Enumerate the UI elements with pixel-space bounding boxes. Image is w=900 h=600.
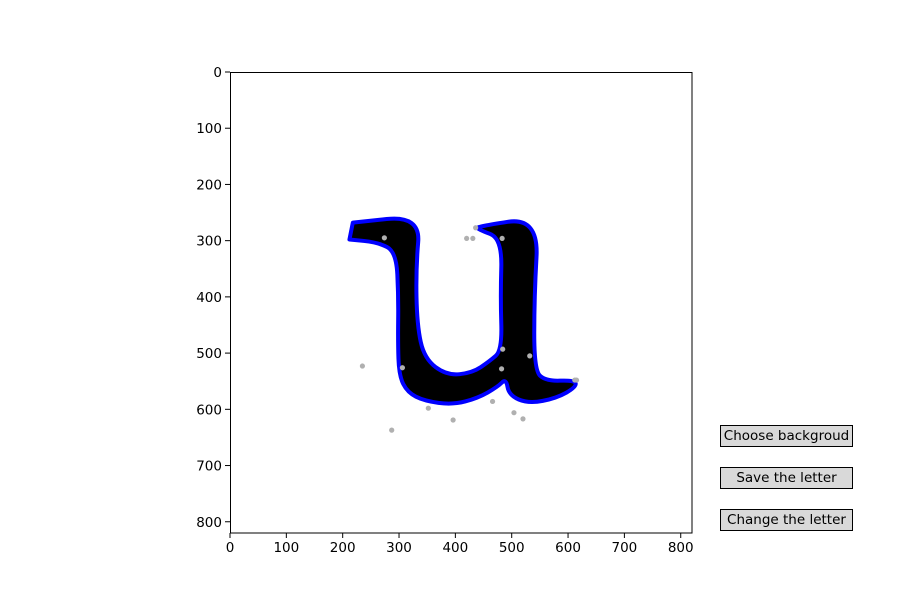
control-point[interactable] [470, 235, 476, 242]
y-tick-label: 0 [213, 65, 222, 81]
control-point[interactable] [500, 346, 506, 352]
control-point[interactable] [464, 235, 470, 242]
plot-frame [230, 72, 693, 534]
y-tick-label: 500 [196, 346, 222, 362]
control-point[interactable] [498, 366, 505, 372]
y-tick-label: 700 [196, 459, 222, 475]
x-tick-label: 600 [555, 540, 581, 556]
x-tick-label: 400 [442, 540, 468, 556]
y-tick-label: 100 [196, 121, 222, 137]
control-point[interactable] [520, 416, 526, 422]
x-axis: 0 100 200 300 400 500 600 700 800 [226, 533, 694, 556]
letter-glyph-outline[interactable] [347, 216, 578, 406]
y-tick-label: 600 [196, 402, 222, 418]
control-point[interactable] [499, 235, 505, 242]
control-point[interactable] [381, 235, 387, 241]
x-tick-label: 800 [668, 540, 694, 556]
control-point[interactable] [489, 398, 496, 405]
control-point[interactable] [359, 363, 366, 369]
choose-background-button[interactable]: Choose backgroud [720, 425, 853, 447]
x-tick-label: 300 [386, 540, 412, 556]
control-point[interactable] [425, 405, 431, 411]
control-point[interactable] [511, 410, 517, 416]
y-tick-label: 300 [196, 234, 222, 250]
x-tick-label: 100 [273, 540, 299, 556]
y-axis: 0 100 200 300 400 500 600 700 800 [196, 65, 230, 531]
x-tick-label: 500 [499, 540, 525, 556]
x-tick-label: 200 [330, 540, 356, 556]
y-tick-label: 800 [196, 515, 222, 531]
control-point[interactable] [399, 365, 406, 371]
control-point[interactable] [473, 225, 479, 231]
control-point[interactable] [450, 417, 456, 423]
change-letter-button[interactable]: Change the letter [720, 509, 853, 531]
y-tick-label: 200 [196, 177, 222, 193]
control-point[interactable] [389, 427, 395, 433]
x-tick-label: 700 [611, 540, 637, 556]
x-tick-label: 0 [226, 540, 235, 556]
control-point[interactable] [527, 353, 533, 359]
y-tick-label: 400 [196, 290, 222, 306]
control-point[interactable] [572, 377, 578, 383]
save-letter-button[interactable]: Save the letter [720, 467, 853, 489]
